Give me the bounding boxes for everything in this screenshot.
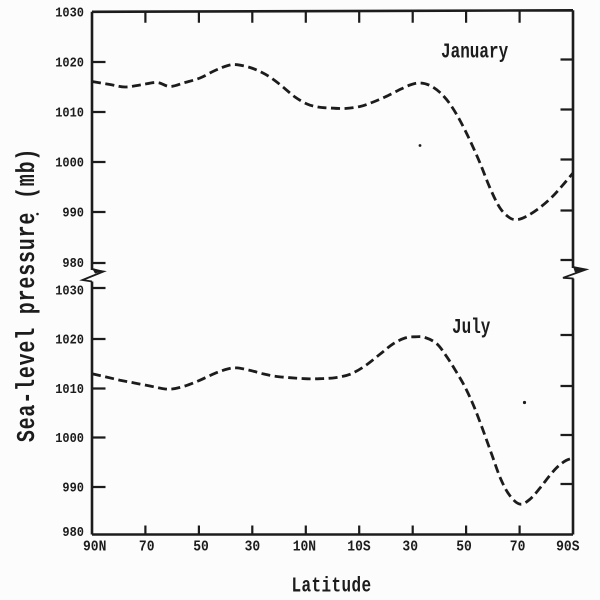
svg-text:50: 50 xyxy=(193,540,209,556)
svg-text:90N: 90N xyxy=(83,540,106,556)
svg-text:30: 30 xyxy=(402,540,418,556)
svg-text:90S: 90S xyxy=(556,540,579,556)
svg-text:980: 980 xyxy=(62,255,84,271)
svg-text:1030: 1030 xyxy=(55,283,84,299)
svg-text:1010: 1010 xyxy=(55,381,84,397)
svg-text:1010: 1010 xyxy=(55,105,84,121)
svg-text:1000: 1000 xyxy=(55,155,84,171)
svg-text:10N: 10N xyxy=(293,540,316,556)
svg-text:July: July xyxy=(452,315,491,340)
svg-text:70: 70 xyxy=(510,540,526,556)
svg-text:990: 990 xyxy=(62,480,84,496)
svg-text:1020: 1020 xyxy=(55,55,84,71)
svg-text:Latitude: Latitude xyxy=(292,573,372,598)
svg-text:10S: 10S xyxy=(347,540,370,556)
svg-text:1020: 1020 xyxy=(55,332,84,348)
svg-text:1000: 1000 xyxy=(55,430,84,446)
svg-text:990: 990 xyxy=(62,205,84,221)
svg-text:980: 980 xyxy=(62,524,84,540)
svg-text:Sea-level pressure (mb): Sea-level pressure (mb) xyxy=(13,148,42,442)
svg-text:70: 70 xyxy=(139,540,155,556)
svg-text:30: 30 xyxy=(245,540,261,556)
svg-text:50: 50 xyxy=(456,540,472,556)
svg-text:January: January xyxy=(441,39,509,64)
svg-text:1030: 1030 xyxy=(55,5,84,21)
